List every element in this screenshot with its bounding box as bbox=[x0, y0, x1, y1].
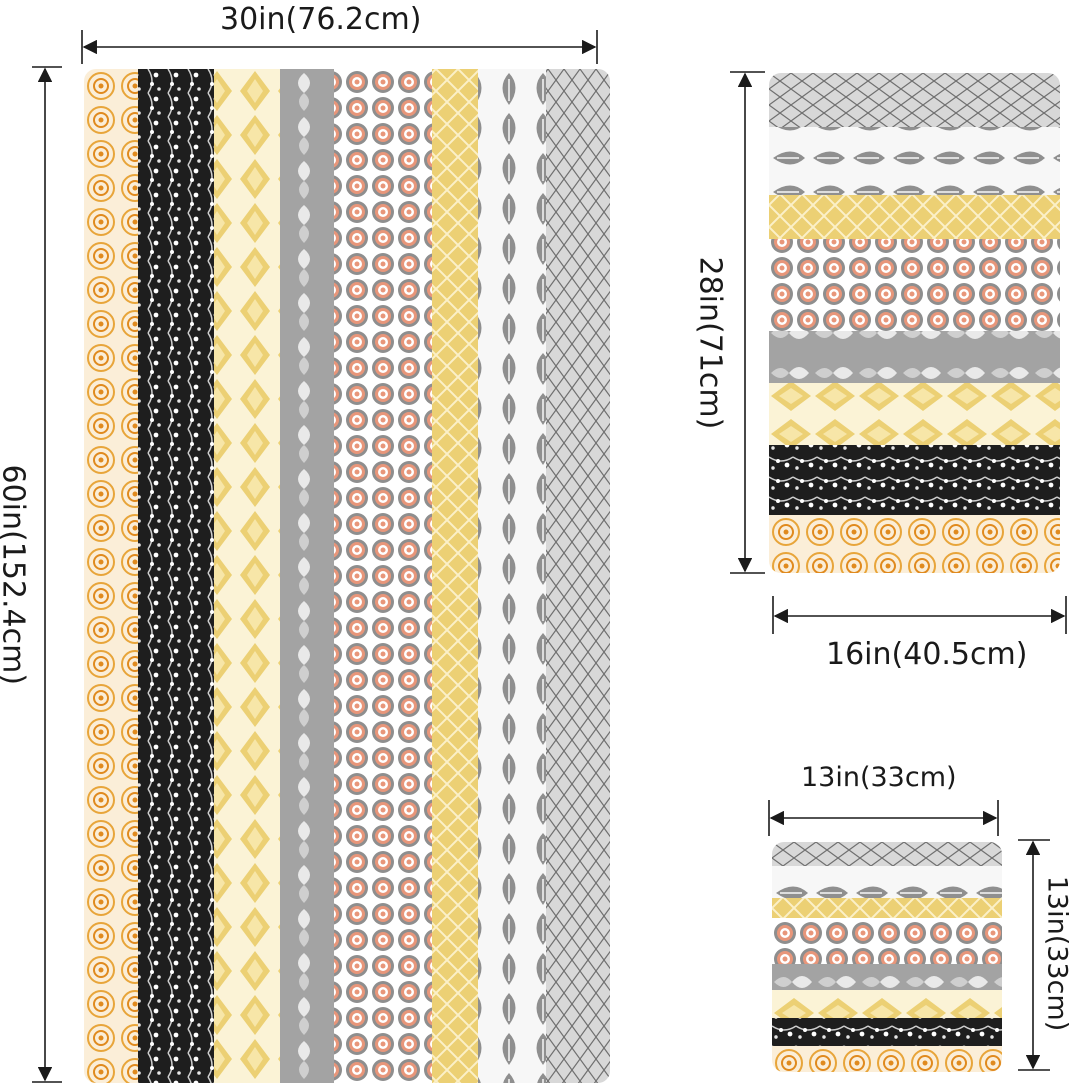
stripe-yellow-lattice bbox=[772, 898, 1002, 918]
stripe-grey-diamond-weave bbox=[772, 842, 1002, 866]
bath-towel bbox=[84, 69, 610, 1083]
stripe-yellow-lattice bbox=[769, 195, 1060, 239]
stripe-grey-damask bbox=[772, 964, 1002, 990]
stripe-black-floral-vine bbox=[138, 69, 214, 1083]
bath-towel-stripes bbox=[84, 69, 610, 1083]
hand-towel-height-label: 28in(71cm) bbox=[692, 256, 728, 430]
hand-towel-width-label: 16in(40.5cm) bbox=[826, 637, 1028, 672]
stripe-marigold-medallion bbox=[769, 515, 1060, 573]
stripe-black-floral-vine bbox=[769, 445, 1060, 515]
stripe-black-floral-vine bbox=[772, 1018, 1002, 1046]
stripe-coral-grey-rosette bbox=[334, 69, 432, 1083]
stripe-yellow-damask bbox=[772, 990, 1002, 1018]
washcloth bbox=[772, 842, 1002, 1072]
washcloth-height-label: 13in(33cm) bbox=[1041, 875, 1073, 1032]
hand-towel bbox=[769, 73, 1060, 573]
stripe-marigold-medallion bbox=[84, 69, 138, 1083]
stripe-grey-damask bbox=[280, 69, 334, 1083]
stripe-grey-damask bbox=[769, 331, 1060, 383]
washcloth-width-label: 13in(33cm) bbox=[801, 762, 957, 793]
stripe-grey-diamond-weave bbox=[769, 73, 1060, 127]
washcloth-stripes bbox=[772, 842, 1002, 1072]
bath-towel-height-label: 60in(152.4cm) bbox=[0, 464, 31, 686]
stripe-grey-diamond-weave bbox=[546, 69, 610, 1083]
stripe-grey-leaf bbox=[772, 866, 1002, 898]
bath-towel-width-label: 30in(76.2cm) bbox=[220, 2, 422, 37]
stripe-yellow-damask bbox=[214, 69, 280, 1083]
stripe-coral-grey-rosette bbox=[769, 239, 1060, 331]
hand-towel-stripes bbox=[769, 73, 1060, 573]
stripe-grey-leaf bbox=[769, 127, 1060, 195]
stripe-coral-grey-rosette bbox=[772, 918, 1002, 964]
stripe-marigold-medallion bbox=[772, 1046, 1002, 1072]
stripe-yellow-damask bbox=[769, 383, 1060, 445]
stripe-grey-leaf bbox=[478, 69, 546, 1083]
stripe-yellow-lattice bbox=[432, 69, 478, 1083]
